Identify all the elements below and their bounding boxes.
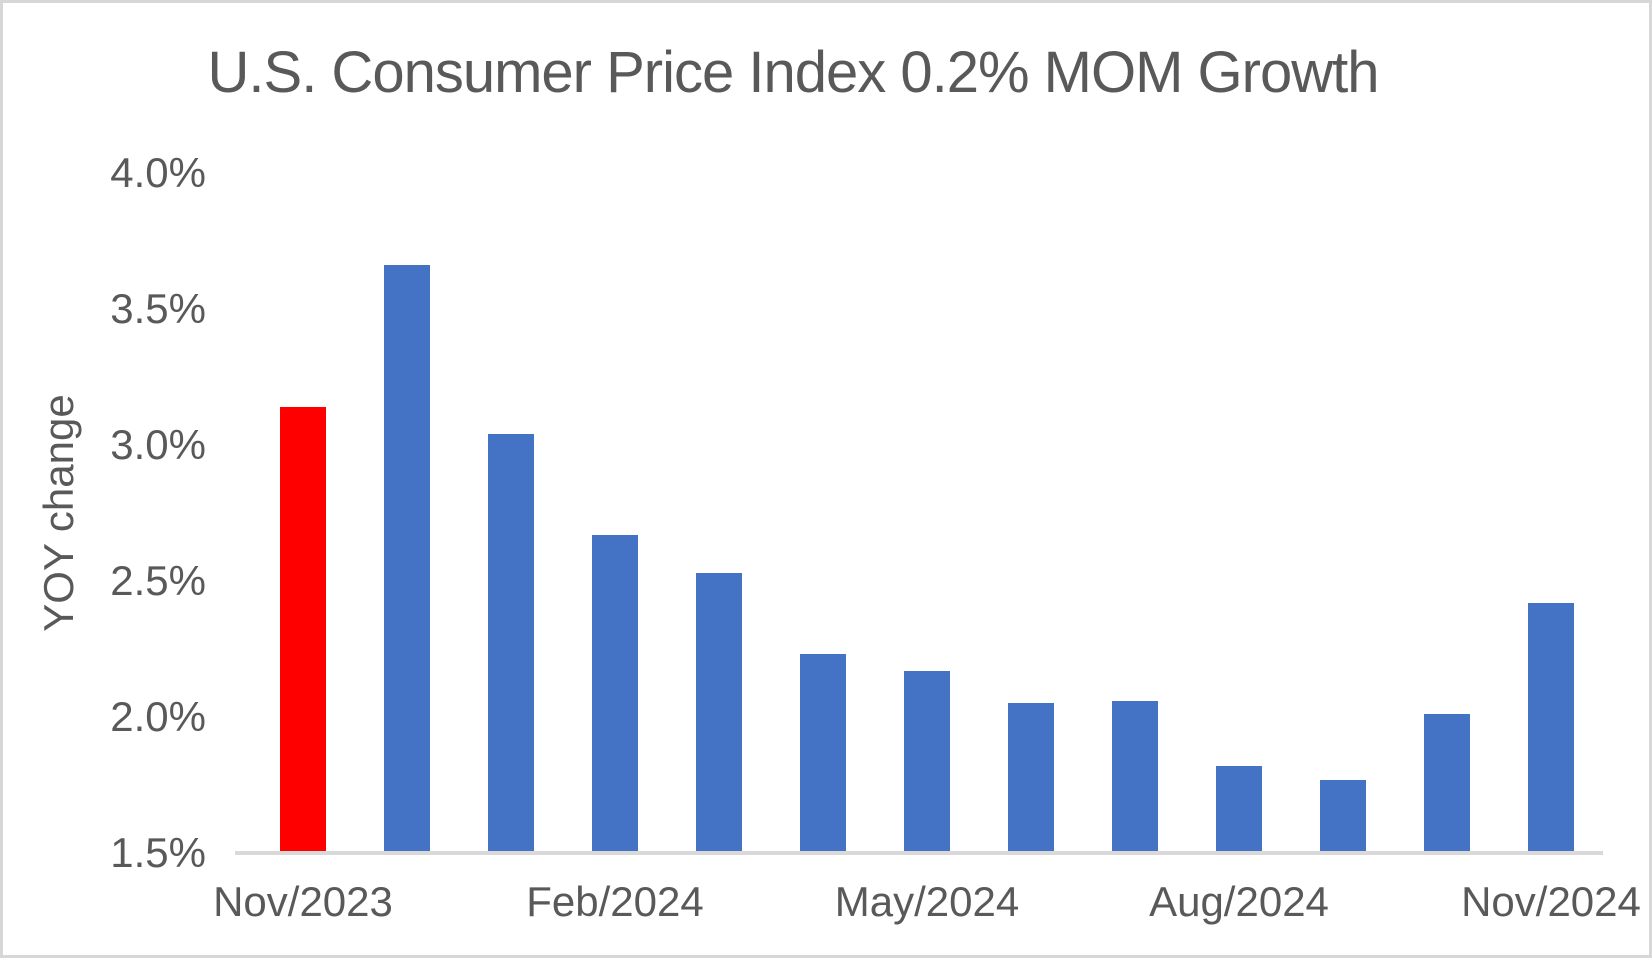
y-tick-4.0%: 4.0% [110, 149, 206, 196]
bar-Aug/2024 [1216, 765, 1262, 853]
x-tick-Feb/2024: Feb/2024 [526, 878, 704, 925]
bar-Dec/2023 [384, 265, 430, 853]
bar-Oct/2024 [1424, 714, 1470, 853]
y-tick-2.5%: 2.5% [110, 557, 206, 604]
x-axis-line [235, 851, 1603, 855]
bar-Apr/2024 [800, 654, 846, 853]
bar-Nov/2023 [280, 406, 326, 853]
y-tick-3.5%: 3.5% [110, 285, 206, 332]
bar-Sep/2024 [1320, 779, 1366, 853]
x-tick-Nov/2023: Nov/2023 [213, 878, 393, 925]
bar-Feb/2024 [592, 534, 638, 853]
x-tick-May/2024: May/2024 [834, 878, 1020, 925]
chart-title: U.S. Consumer Price Index 0.2% MOM Growt… [207, 40, 1380, 105]
x-tick-Nov/2024: Nov/2024 [1461, 878, 1641, 925]
bar-Mar/2024 [696, 572, 742, 853]
y-tick-3.0%: 3.0% [110, 421, 206, 468]
bar-Jul/2024 [1112, 700, 1158, 853]
bar-May/2024 [904, 670, 950, 853]
y-tick-2.0%: 2.0% [110, 693, 206, 740]
bar-Jan/2024 [488, 434, 534, 853]
bar-Jun/2024 [1008, 703, 1054, 853]
y-tick-1.5%: 1.5% [110, 829, 206, 876]
bar-Nov/2024 [1528, 602, 1574, 853]
x-tick-Aug/2024: Aug/2024 [1149, 878, 1329, 925]
